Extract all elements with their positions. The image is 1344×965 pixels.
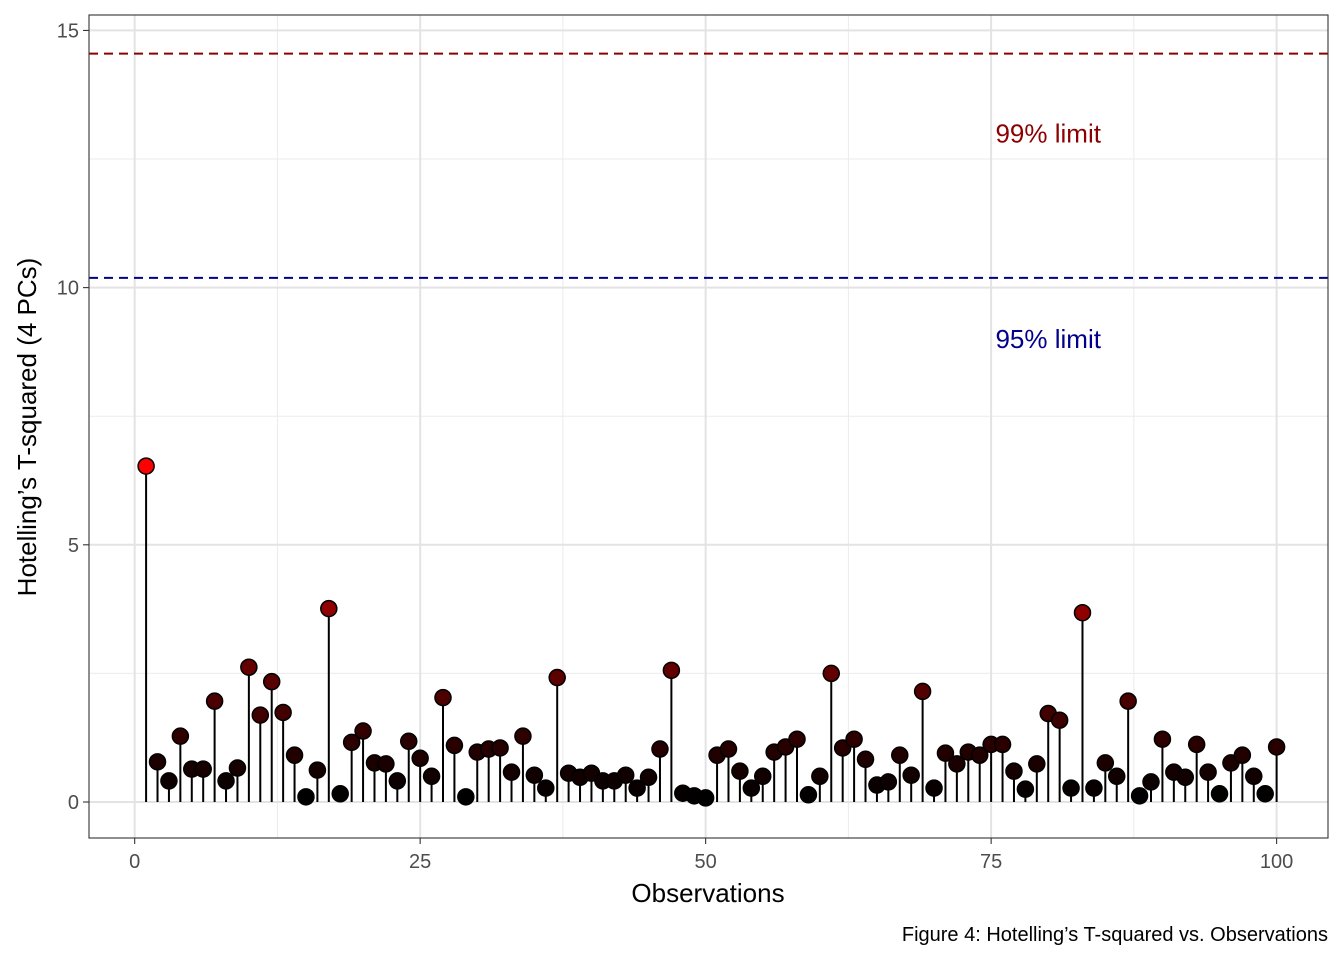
data-point	[377, 755, 395, 773]
data-point	[1062, 779, 1080, 797]
data-point	[822, 664, 841, 683]
data-point	[1005, 762, 1023, 780]
reference-line-label: 95% limit	[995, 324, 1101, 354]
data-point	[399, 732, 418, 751]
data-point	[434, 688, 452, 707]
data-point	[788, 730, 806, 748]
data-point	[1096, 754, 1115, 772]
reference-line-label: 99% limit	[995, 118, 1101, 148]
y-tick-label: 0	[68, 792, 79, 814]
y-axis-title: Hotelling’s T-squared (4 PCs)	[12, 258, 42, 597]
data-point	[639, 768, 658, 787]
data-point	[342, 733, 361, 752]
data-point	[388, 772, 407, 790]
data-point	[1245, 767, 1263, 786]
data-point	[948, 755, 966, 773]
data-marks	[137, 457, 1286, 807]
x-tick-label: 0	[129, 851, 140, 873]
x-tick-label: 50	[695, 851, 717, 873]
data-point	[240, 658, 258, 676]
data-point	[228, 759, 247, 777]
x-axis-title: Observations	[631, 878, 784, 908]
data-point	[171, 727, 190, 745]
data-point	[1256, 785, 1274, 803]
data-point	[502, 763, 521, 781]
data-point	[1119, 692, 1137, 710]
y-tick-label: 10	[57, 278, 79, 300]
data-point	[891, 746, 909, 764]
data-point	[879, 773, 898, 791]
data-point	[285, 746, 304, 764]
x-tick-label: 75	[980, 851, 1002, 873]
data-point	[902, 766, 920, 784]
data-point	[1028, 755, 1046, 773]
data-point	[811, 767, 829, 786]
data-point	[913, 682, 932, 701]
data-point	[833, 739, 852, 757]
data-point	[651, 740, 669, 758]
data-point	[331, 785, 349, 803]
data-point	[1187, 735, 1206, 754]
data-point	[422, 767, 441, 786]
data-point	[308, 761, 327, 779]
data-point	[925, 779, 943, 797]
data-point	[799, 786, 818, 804]
data-point	[753, 767, 772, 786]
data-point	[936, 744, 955, 762]
data-point	[1130, 787, 1149, 805]
data-point	[616, 766, 635, 784]
data-point	[1073, 603, 1092, 622]
data-point	[411, 749, 429, 768]
data-point	[194, 760, 212, 778]
data-point	[1016, 780, 1035, 798]
data-point	[297, 788, 315, 806]
data-point	[856, 750, 875, 769]
data-point	[1199, 763, 1217, 781]
data-point	[251, 706, 270, 724]
y-tick-label: 5	[68, 535, 79, 557]
data-point	[1267, 738, 1286, 756]
data-point	[993, 735, 1012, 754]
y-tick-label: 15	[57, 20, 79, 42]
data-point	[525, 766, 544, 784]
data-point	[1050, 711, 1069, 729]
data-point	[1142, 773, 1160, 791]
x-tick-label: 25	[409, 851, 431, 873]
axes: 0 25 50 75 100 0 5 10 15	[57, 20, 1294, 873]
reference-lines: 99% limit 95% limit	[89, 52, 1328, 354]
data-point	[742, 779, 761, 797]
data-point	[205, 692, 224, 710]
data-point	[1085, 779, 1103, 797]
data-point	[262, 672, 281, 691]
data-point	[1210, 785, 1229, 803]
x-tick-label: 100	[1260, 851, 1293, 873]
data-point	[719, 740, 738, 758]
data-point	[696, 789, 715, 807]
data-point	[1153, 730, 1172, 748]
data-point	[1176, 768, 1195, 787]
data-point	[320, 599, 338, 618]
data-point	[491, 739, 509, 757]
data-point	[137, 457, 155, 475]
data-point	[1107, 767, 1126, 786]
data-point	[160, 772, 178, 790]
data-point	[457, 788, 475, 806]
data-point	[445, 736, 464, 755]
data-point	[217, 772, 235, 790]
data-point	[731, 762, 749, 780]
data-point	[662, 661, 681, 680]
data-point	[1233, 746, 1252, 764]
data-point	[514, 727, 532, 745]
panel-border	[88, 14, 1329, 839]
figure-caption: Figure 4: Hotelling’s T-squared vs. Obse…	[902, 924, 1328, 946]
data-point	[970, 746, 989, 764]
data-point	[548, 668, 566, 687]
data-point	[628, 779, 646, 797]
data-point	[354, 722, 372, 740]
data-point	[274, 703, 292, 722]
data-point	[537, 779, 555, 797]
data-point	[845, 730, 863, 748]
data-point	[148, 753, 167, 771]
